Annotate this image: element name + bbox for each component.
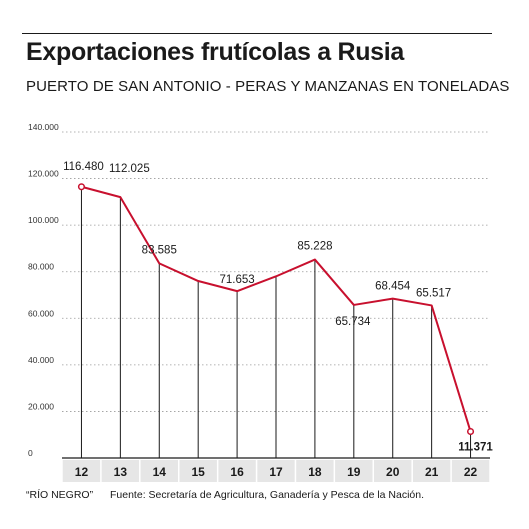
y-tick-label: 40.000 [28,355,54,365]
data-point-marker [466,427,475,436]
top-rule [22,33,492,34]
source-outlet: “RÍO NEGRO” [26,489,94,501]
x-tick-label: 21 [425,465,439,479]
y-tick-label: 120.000 [28,169,59,179]
series-line [81,185,472,432]
y-tick-label: 0 [28,448,33,458]
data-point-marker [77,183,86,191]
data-label: 116.480 [63,161,104,173]
x-tick-label: 19 [347,465,361,479]
chart-subtitle: PUERTO DE SAN ANTONIO - PERAS Y MANZANAS… [26,78,510,95]
y-tick-label: 60.000 [28,308,54,318]
x-tick-label: 14 [153,465,167,479]
x-tick-label: 12 [75,465,89,479]
data-label: 112.025 [109,163,150,175]
data-label: 68.454 [375,281,411,293]
chart-title: Exportaciones frutícolas a Rusia [26,38,405,66]
data-label: 85.228 [297,241,332,253]
data-label: 71.653 [219,274,254,286]
x-tick-label: 22 [464,465,478,479]
source-note: Fuente: Secretaría de Agricultura, Ganad… [110,489,425,501]
x-tick-label: 16 [230,465,244,479]
x-tick-label: 15 [192,465,206,479]
data-label: 65.734 [335,316,371,328]
y-tick-label: 140.000 [28,122,59,132]
x-tick-label: 20 [386,465,400,479]
data-label: 11.371 [458,442,493,454]
data-label: 65.517 [416,287,451,299]
data-label: 83.585 [142,244,177,256]
x-tick-label: 13 [114,465,128,479]
x-axis-band [62,460,490,482]
y-tick-label: 80.000 [28,262,54,272]
x-tick-label: 18 [308,465,322,479]
x-tick-label: 17 [269,465,283,479]
y-tick-label: 20.000 [28,401,54,411]
y-tick-label: 100.000 [28,215,59,225]
